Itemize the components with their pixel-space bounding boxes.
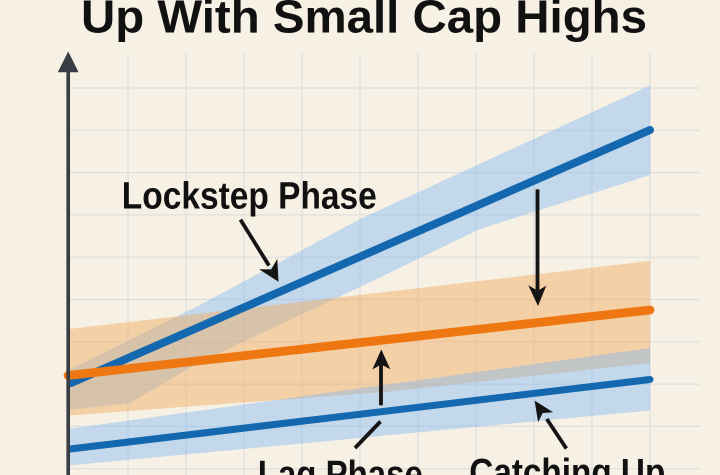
svg-text:Lag Phase: Lag Phase bbox=[258, 454, 423, 475]
svg-text:Catching Up: Catching Up bbox=[469, 452, 665, 475]
svg-text:Up With Small Cap Highs: Up With Small Cap Highs bbox=[81, 0, 647, 43]
svg-text:Lockstep Phase: Lockstep Phase bbox=[122, 175, 377, 217]
